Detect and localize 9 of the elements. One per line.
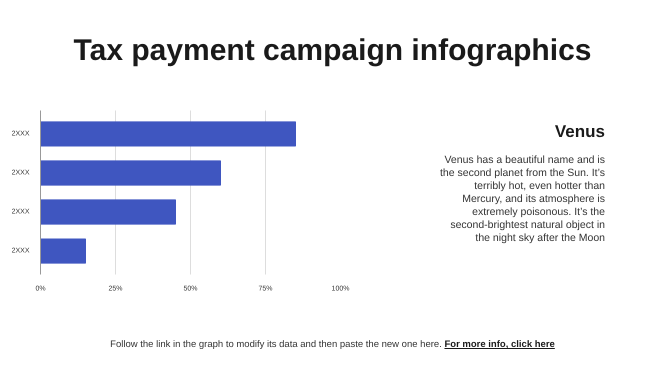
bar bbox=[40, 199, 176, 225]
bar bbox=[40, 121, 296, 147]
chart-title: Tax payment campaign infographics bbox=[72, 33, 592, 69]
bar bbox=[40, 238, 86, 264]
bar bbox=[40, 160, 221, 186]
text: Venus bbox=[554, 121, 605, 143]
text: Venus has a beautiful name and is the second planet from the Sun. It’s terribly hot, even hotter than Mercury, and its atmosphere is extremely poisonous. It’s the second-brightest natural object in the night sky after the Moon bbox=[439, 154, 605, 246]
text: For more info, click here bbox=[444, 339, 555, 350]
text: Follow the link in the graph to modify its data and then paste the new one here. bbox=[110, 339, 442, 350]
